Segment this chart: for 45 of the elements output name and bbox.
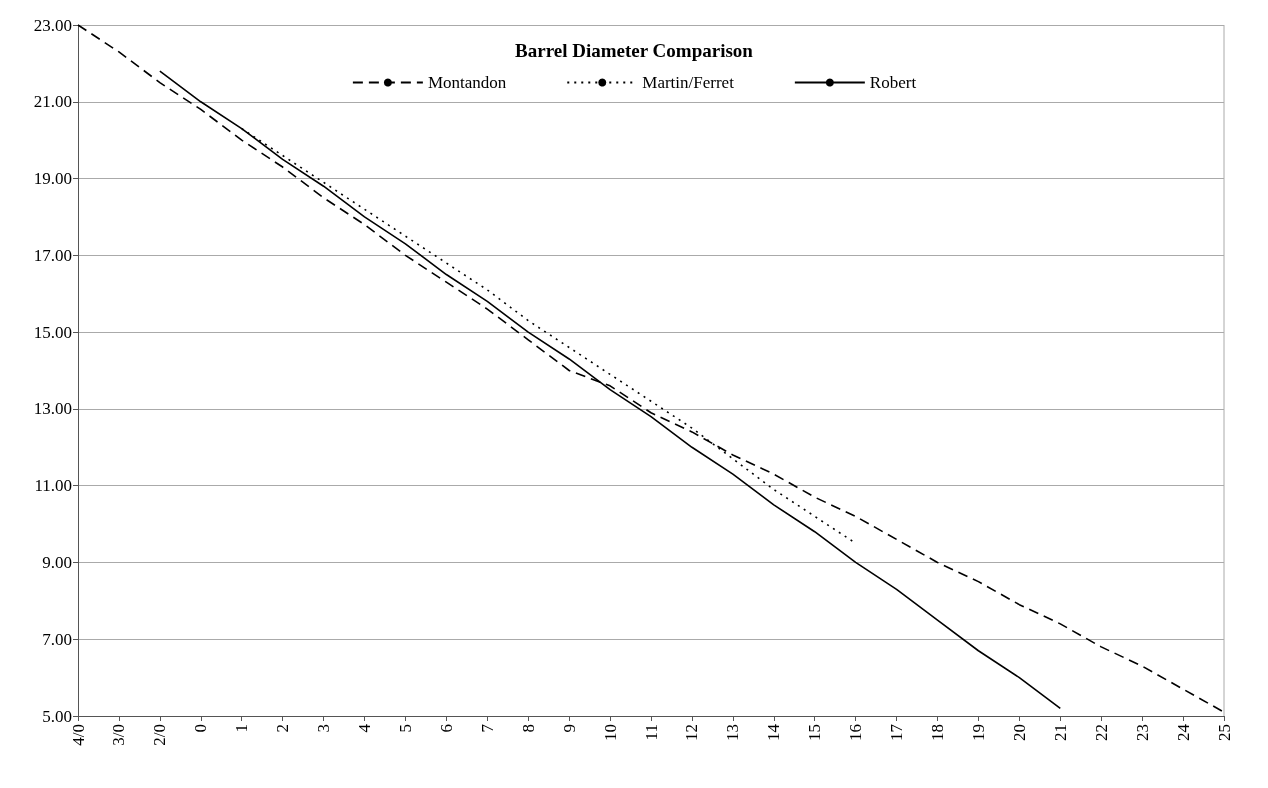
x-tick-label: 25 [1214, 724, 1234, 741]
x-tick-label: 13 [723, 724, 743, 741]
y-tick-label: 15.00 [33, 322, 72, 342]
x-tick-label: 16 [846, 724, 866, 741]
x-tick-label: 6 [436, 724, 456, 733]
x-tick-label: 18 [928, 724, 947, 741]
x-tick-label: 14 [764, 723, 784, 741]
x-tick-label: 5 [395, 724, 415, 733]
y-tick-label: 21.00 [33, 92, 72, 112]
x-tick-label: 9 [559, 724, 579, 733]
y-tick-label: 13.00 [33, 399, 72, 419]
y-tick-label: 5.00 [42, 706, 72, 726]
x-tick-label: 12 [682, 724, 702, 741]
x-tick-label: 15 [805, 724, 825, 741]
line-series [159, 70, 1062, 710]
y-tick-label: 23.00 [33, 15, 72, 35]
y-tick-label: 9.00 [42, 552, 72, 572]
y-tick-label: 17.00 [33, 245, 72, 265]
x-tick-label: 20 [1009, 724, 1029, 741]
x-tick-label: 22 [1091, 724, 1111, 741]
x-tick-label: 3 [314, 724, 334, 733]
legend-label: Robert [869, 73, 917, 92]
text: Barrel Diameter Comparison [515, 40, 754, 61]
legend-label: Martin/Ferret [642, 73, 735, 92]
y-tick-label: 11.00 [34, 476, 72, 496]
x-tick-label: 21 [1050, 724, 1070, 741]
x-tick-label: 19 [968, 724, 988, 741]
x-tick-label: 7 [477, 723, 497, 733]
x-tick-label: 1 [232, 724, 252, 733]
x-tick-label: 24 [1173, 723, 1193, 741]
x-tick-label: 10 [600, 724, 620, 741]
x-tick-label: 4 [355, 723, 374, 733]
x-tick-label: 2 [273, 724, 293, 733]
x-tick-label: 4/0 [68, 724, 88, 746]
x-tick-label: 17 [887, 723, 907, 741]
x-tick-label: 3/0 [109, 724, 129, 746]
x-tick-label: 11 [641, 724, 661, 741]
x-tick-label: 0 [191, 724, 211, 733]
legend-label: Montandon [427, 73, 507, 92]
y-tick-label: 7.00 [42, 629, 72, 649]
x-tick-label: 8 [518, 724, 538, 733]
y-tick-label: 19.00 [33, 169, 72, 189]
x-tick-label: 23 [1132, 724, 1152, 741]
line-series [77, 24, 1225, 713]
x-tick-label: 2/0 [150, 724, 170, 746]
